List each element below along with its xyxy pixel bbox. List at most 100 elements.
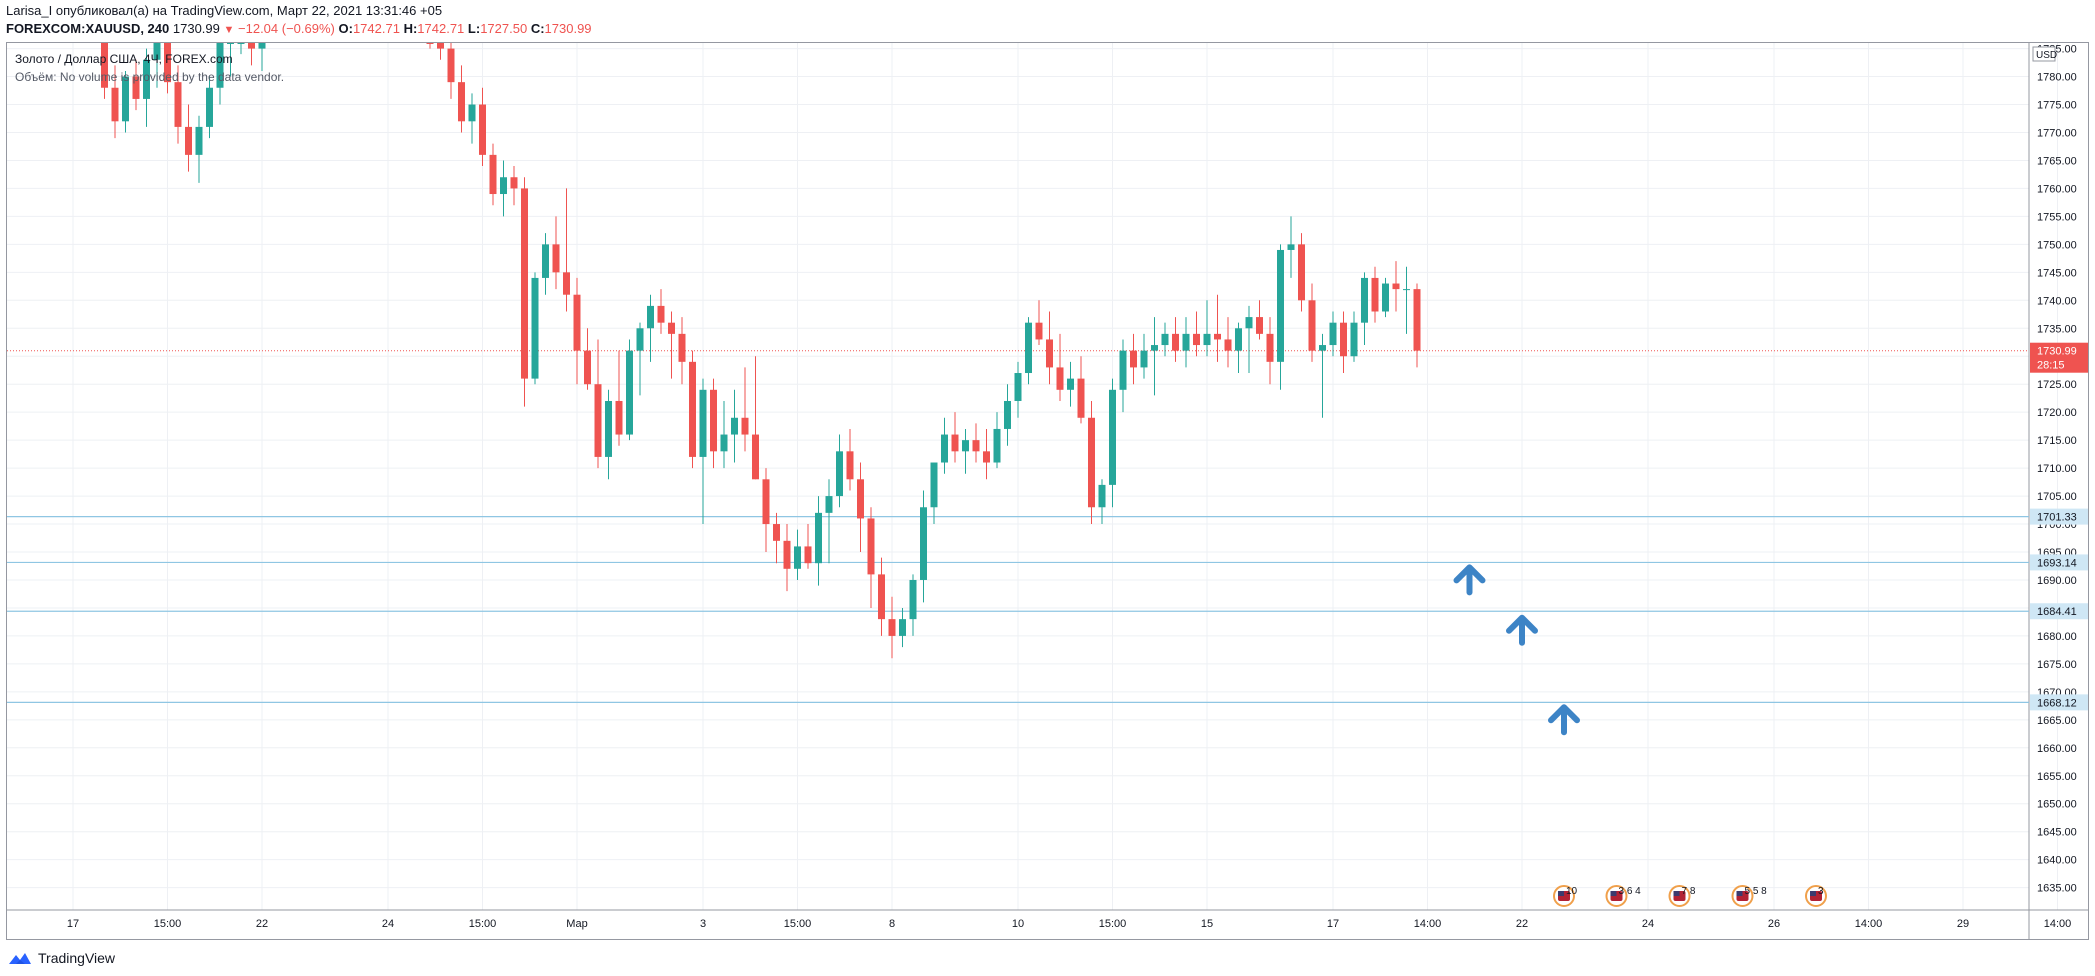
candle-down xyxy=(1172,333,1179,351)
candle-up xyxy=(699,389,707,457)
candle-up xyxy=(500,177,507,195)
candle-up xyxy=(227,43,234,44)
candle-up xyxy=(153,43,161,60)
candle-up xyxy=(605,400,612,457)
candle-up xyxy=(909,579,917,620)
candle-down xyxy=(164,43,171,83)
candle-down xyxy=(615,400,623,435)
candle-up xyxy=(542,244,549,278)
candle-down xyxy=(804,546,812,564)
candle-up xyxy=(1277,249,1284,362)
price-tick-label: 1755.00 xyxy=(2037,211,2077,223)
candle-up xyxy=(1140,350,1148,368)
candle-up xyxy=(1161,333,1169,346)
candle-down xyxy=(1193,333,1200,346)
candle-down xyxy=(668,322,675,334)
candle-up xyxy=(468,104,476,122)
event-count: 5 5 8 xyxy=(1745,886,1768,897)
level-badge-label: 1668.12 xyxy=(2037,697,2077,709)
candle-up xyxy=(899,619,906,636)
price-tick-label: 1725.00 xyxy=(2037,379,2077,391)
price-tick-label: 1710.00 xyxy=(2037,463,2077,475)
candle-down xyxy=(752,434,759,480)
time-tick-label: 10 xyxy=(1012,918,1024,930)
time-tick-label: 24 xyxy=(1642,918,1654,930)
candle-down xyxy=(101,43,108,88)
candle-up xyxy=(1319,345,1326,351)
candle-up xyxy=(1361,277,1368,323)
price-tick-label: 1680.00 xyxy=(2037,631,2077,643)
price-tick-label: 1715.00 xyxy=(2037,435,2077,447)
candle-down xyxy=(773,524,780,541)
candle-down xyxy=(426,43,434,44)
candle-up xyxy=(731,417,738,435)
candle-down xyxy=(878,574,885,620)
candle-up xyxy=(1287,244,1295,250)
time-tick-label: 17 xyxy=(1327,918,1339,930)
candle-down xyxy=(741,417,749,435)
candle-down xyxy=(1035,322,1043,340)
us-flag-canton xyxy=(1610,891,1617,896)
candle-up xyxy=(1403,289,1410,291)
tradingview-footer[interactable]: TradingView xyxy=(8,950,115,966)
price-tick-label: 1645.00 xyxy=(2037,827,2077,839)
time-tick-label: 8 xyxy=(889,918,895,930)
candle-down xyxy=(1077,378,1085,418)
candle-up xyxy=(1004,400,1011,429)
time-tick-label: 24 xyxy=(382,918,394,930)
low-value: 1727.50 xyxy=(480,21,528,36)
tradingview-logo-icon xyxy=(9,953,31,964)
candle-up xyxy=(993,428,1001,463)
price-tick-label: 1740.00 xyxy=(2037,295,2077,307)
candle-down xyxy=(437,43,444,49)
price-tick-label: 1660.00 xyxy=(2037,743,2077,755)
candle-down xyxy=(710,389,717,452)
candle-up xyxy=(122,76,129,122)
candle-down xyxy=(1130,350,1137,368)
candlestick-chart[interactable]: 10 3 6 4 7 8 5 5 8 3 1635.00 1640.00 1645.00 165… xyxy=(7,43,2088,939)
high-label: H: xyxy=(403,21,418,36)
candle-down xyxy=(1266,333,1274,362)
candle-down xyxy=(857,479,864,519)
candle-down xyxy=(951,434,959,452)
publish-info: Larisa_I опубликовал(а) на TradingView.c… xyxy=(6,3,443,18)
candle-up xyxy=(1350,322,1358,357)
chart-frame[interactable]: 10 3 6 4 7 8 5 5 8 3 1635.00 1640.00 1645.00 165… xyxy=(6,42,2089,940)
level-badge xyxy=(2030,694,2088,711)
price-tick-label: 1690.00 xyxy=(2037,575,2077,587)
time-tick-label: 14:00 xyxy=(1855,918,1883,930)
candle-down xyxy=(1046,339,1053,368)
candle-up xyxy=(1098,484,1106,508)
candle-up xyxy=(1382,283,1389,312)
candle-up xyxy=(720,434,728,452)
candle-down xyxy=(888,619,896,636)
event-count: 7 8 xyxy=(1682,886,1696,897)
low-label: L: xyxy=(467,21,481,36)
countdown-label: 28:15 xyxy=(2037,360,2065,372)
currency-label: USD xyxy=(2036,50,2057,61)
candle-down xyxy=(1256,317,1263,334)
symbol-name: FOREXCOM:XAUUSD, 240 xyxy=(6,21,170,36)
candle-up xyxy=(1014,373,1022,401)
candle-up xyxy=(794,546,801,569)
candle-up xyxy=(930,462,938,508)
level-badge-label: 1684.41 xyxy=(2037,606,2077,618)
candle-up xyxy=(1151,345,1158,351)
candle-up xyxy=(647,305,654,329)
candle-down xyxy=(1056,367,1064,390)
candle-down xyxy=(1088,417,1095,508)
volume-note: Объём: No volume is provided by the data… xyxy=(15,70,285,84)
candle-up xyxy=(836,451,843,497)
candle-down xyxy=(867,518,875,575)
price-tick-label: 1675.00 xyxy=(2037,659,2077,671)
price-change: −12.04 (−0.69%) xyxy=(238,21,335,36)
candle-up xyxy=(1245,317,1253,329)
event-count: 3 xyxy=(1818,886,1824,897)
candle-up xyxy=(920,507,927,580)
candle-up xyxy=(636,328,644,351)
time-tick-label: 15:00 xyxy=(469,918,497,930)
candle-up xyxy=(237,43,245,44)
price-tick-label: 1735.00 xyxy=(2037,323,2077,335)
candle-down xyxy=(584,350,591,385)
price-tick-label: 1650.00 xyxy=(2037,799,2077,811)
